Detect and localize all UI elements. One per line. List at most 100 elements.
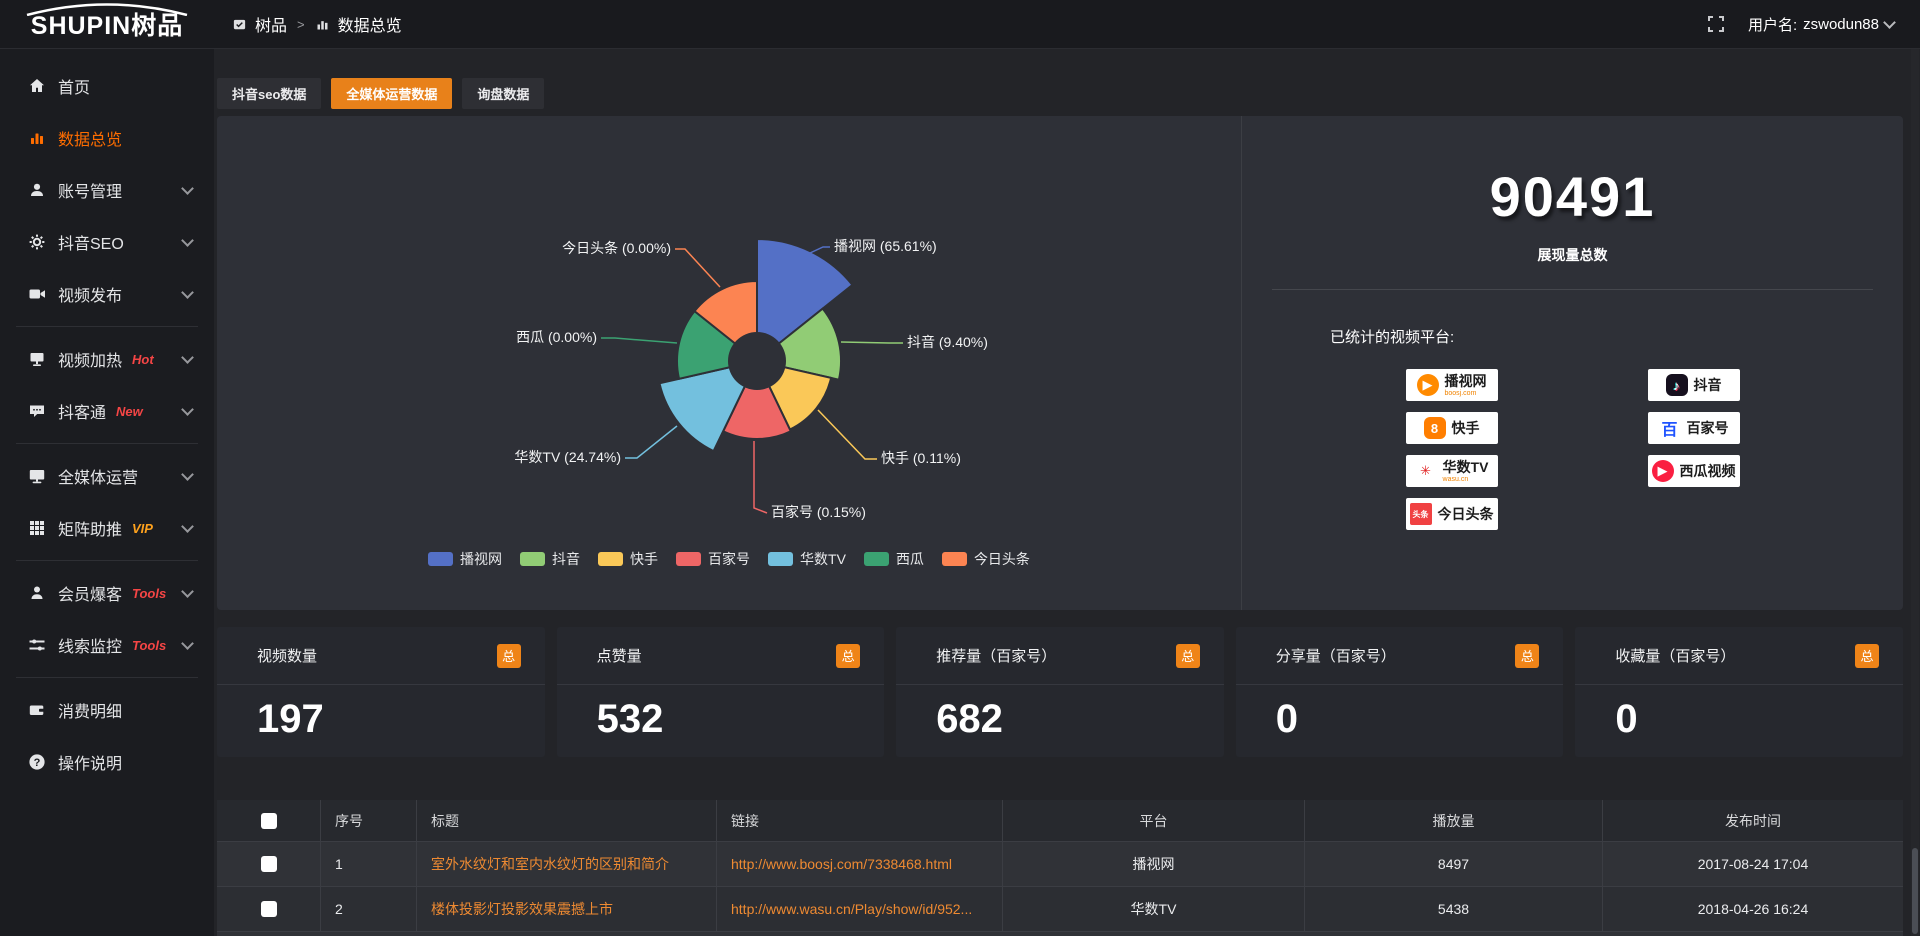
breadcrumb-separator: > bbox=[297, 16, 305, 32]
pie-label-line bbox=[753, 441, 768, 514]
sliders-icon bbox=[28, 636, 46, 654]
chevron-down-icon bbox=[181, 468, 194, 481]
user-label: 用户名: bbox=[1747, 16, 1798, 34]
pie-slice-0[interactable] bbox=[756, 237, 854, 364]
platform-badge-douyin: ♪ 抖音 bbox=[1647, 369, 1740, 401]
sidebar-item-label: 抖音SEO bbox=[58, 236, 124, 253]
breadcrumb-root-icon bbox=[232, 17, 247, 32]
member-icon bbox=[28, 584, 46, 602]
platform-share-chart: 播视网 (65.61%) 抖音 (9.40%) 快手 (0.11%) 百家号 (0.1… bbox=[217, 116, 1242, 610]
kuaishou-logo-icon: 8 bbox=[1423, 417, 1446, 439]
pie-slice-3[interactable] bbox=[721, 358, 793, 441]
stat-card-label: 推荐量（百家号） bbox=[936, 648, 1057, 665]
sidebar-item-video[interactable]: 视频发布 bbox=[0, 268, 214, 320]
platform-logo-grid: ▶ 播视网 boosj.com 8 快手 ✳ 华数TV wasu.cn 头条 今日头条 ♪ 抖音百百… bbox=[1242, 369, 1903, 530]
sidebar-item-home[interactable]: 首页 bbox=[0, 60, 214, 112]
tab-1[interactable]: 全媒体运营数据 bbox=[331, 78, 453, 109]
platform-name: 华数TV bbox=[1442, 458, 1489, 475]
pie-label-line bbox=[601, 337, 678, 344]
legend-item-5[interactable]: 西瓜 bbox=[863, 549, 924, 569]
legend-item-2[interactable]: 快手 bbox=[598, 549, 658, 569]
xigua-logo-icon: ▶ bbox=[1651, 460, 1674, 482]
sidebar-item-label: 账号管理 bbox=[58, 184, 123, 201]
sidebar-item-tag: Hot bbox=[132, 351, 154, 367]
breadcrumb-root[interactable]: 树品 bbox=[255, 18, 288, 35]
sidebar-item-label: 视频发布 bbox=[58, 288, 123, 305]
legend-swatch bbox=[941, 552, 967, 566]
total-badge: 总 bbox=[836, 643, 861, 668]
sidebar-item-gear[interactable]: 抖音SEO bbox=[0, 216, 214, 268]
cell-link[interactable]: http://www.boosj.com/7338468.html bbox=[717, 842, 1003, 887]
scrollbar-thumb[interactable] bbox=[1912, 848, 1918, 934]
cell-time: 2018-04-26 16:24 bbox=[1603, 887, 1903, 932]
sidebar-item-user[interactable]: 账号管理 bbox=[0, 164, 214, 216]
header-3: 平台 bbox=[1003, 800, 1305, 842]
sidebar-item-label: 首页 bbox=[58, 80, 91, 97]
app-logo[interactable]: SHUPIN树品 bbox=[0, 0, 214, 48]
platform-badge-boosj: ▶ 播视网 boosj.com bbox=[1405, 369, 1498, 401]
sidebar-item-label: 数据总览 bbox=[58, 132, 123, 149]
legend-item-1[interactable]: 抖音 bbox=[520, 549, 580, 569]
sidebar-item-wallet[interactable]: 消费明细 bbox=[0, 684, 214, 736]
platform-badge-text: 播视网 boosj.com bbox=[1445, 374, 1487, 397]
boosj-logo-icon: ▶ bbox=[1416, 374, 1439, 396]
sidebar-item-sliders[interactable]: 线索监控 Tools bbox=[0, 619, 214, 671]
legend-item-4[interactable]: 华数TV bbox=[768, 549, 846, 569]
user-menu[interactable]: 用户名: zswodun88 bbox=[1747, 14, 1896, 35]
tab-0[interactable]: 抖音seo数据 bbox=[217, 78, 322, 109]
fullscreen-icon[interactable] bbox=[1707, 16, 1724, 32]
chevron-down-icon bbox=[181, 403, 194, 416]
stat-card-label: 视频数量 bbox=[257, 648, 318, 665]
sidebar-item-question[interactable]: ? 操作说明 bbox=[0, 736, 214, 788]
svg-text:?: ? bbox=[34, 757, 41, 769]
sidebar-item-tag: New bbox=[116, 403, 143, 419]
page-scrollbar[interactable] bbox=[1911, 48, 1919, 936]
total-badge: 总 bbox=[1175, 643, 1200, 668]
wasu-logo-icon: ✳ bbox=[1414, 460, 1437, 482]
legend-label: 今日头条 bbox=[973, 551, 1030, 567]
stat-card-value: 532 bbox=[596, 697, 664, 741]
tab-2[interactable]: 询盘数据 bbox=[462, 78, 545, 109]
stat-card-3: 分享量（百家号） 总 0 bbox=[1235, 627, 1564, 757]
stat-card-label: 分享量（百家号） bbox=[1275, 648, 1396, 665]
legend-item-3[interactable]: 百家号 bbox=[676, 549, 750, 569]
sidebar-item-monitor[interactable]: 全媒体运营 bbox=[0, 450, 214, 502]
cell-title[interactable]: 楼体投影灯投影效果震撼上市 bbox=[417, 887, 717, 932]
stat-card-header: 视频数量 总 bbox=[217, 627, 545, 685]
cell-title[interactable]: 室外水纹灯和室内水纹灯的区别和简介 bbox=[417, 842, 717, 887]
select-all-checkbox[interactable] bbox=[260, 812, 277, 829]
douyin-logo-icon: ♪ bbox=[1665, 374, 1688, 396]
table-header-row: 序号 标题 链接 平台 播放量 发布时间 bbox=[217, 800, 1903, 842]
user-icon bbox=[28, 181, 46, 199]
platform-badge-wasu: ✳ 华数TV wasu.cn bbox=[1405, 455, 1498, 487]
cell-plays: 8497 bbox=[1305, 842, 1603, 887]
home-icon bbox=[28, 77, 46, 95]
rose-pie-chart: 播视网 (65.61%) 抖音 (9.40%) 快手 (0.11%) 百家号 (0.1… bbox=[514, 237, 988, 520]
sidebar-item-screen[interactable]: 视频加热 Hot bbox=[0, 333, 214, 385]
sidebar-item-chart[interactable]: 数据总览 bbox=[0, 112, 214, 164]
cell-platform: 播视网 bbox=[1003, 842, 1305, 887]
pie-label-line bbox=[809, 246, 830, 254]
cell-link[interactable]: http://www.wasu.cn/Play/show/id/952... bbox=[717, 887, 1003, 932]
platform-badge-toutiao: 头条 今日头条 bbox=[1405, 498, 1498, 530]
sidebar-item-grid[interactable]: 矩阵助推 VIP bbox=[0, 502, 214, 554]
row-checkbox[interactable] bbox=[260, 856, 277, 872]
platform-name: 西瓜视频 bbox=[1679, 463, 1736, 479]
legend-item-0[interactable]: 播视网 bbox=[428, 549, 502, 569]
impressions-total: 90491 bbox=[1489, 165, 1656, 228]
legend-swatch bbox=[676, 552, 702, 566]
pie-label: 西瓜 (0.00%) bbox=[516, 329, 597, 345]
legend-item-6[interactable]: 今日头条 bbox=[941, 549, 1030, 569]
pie-slice-4[interactable] bbox=[658, 359, 759, 453]
stat-card-value: 0 bbox=[1615, 697, 1638, 741]
sidebar-divider bbox=[16, 560, 198, 561]
sidebar-item-member[interactable]: 会员爆客 Tools bbox=[0, 567, 214, 619]
platform-badge-text: 华数TV wasu.cn bbox=[1443, 460, 1489, 483]
pie-label: 今日头条 (0.00%) bbox=[562, 240, 671, 256]
stat-card-header: 分享量（百家号） 总 bbox=[1235, 627, 1564, 685]
row-checkbox[interactable] bbox=[260, 901, 277, 917]
header-checkbox-cell bbox=[217, 800, 321, 842]
sidebar-item-label: 消费明细 bbox=[58, 704, 123, 721]
legend-swatch bbox=[768, 552, 794, 566]
sidebar-item-chat[interactable]: 抖客通 New bbox=[0, 385, 214, 437]
